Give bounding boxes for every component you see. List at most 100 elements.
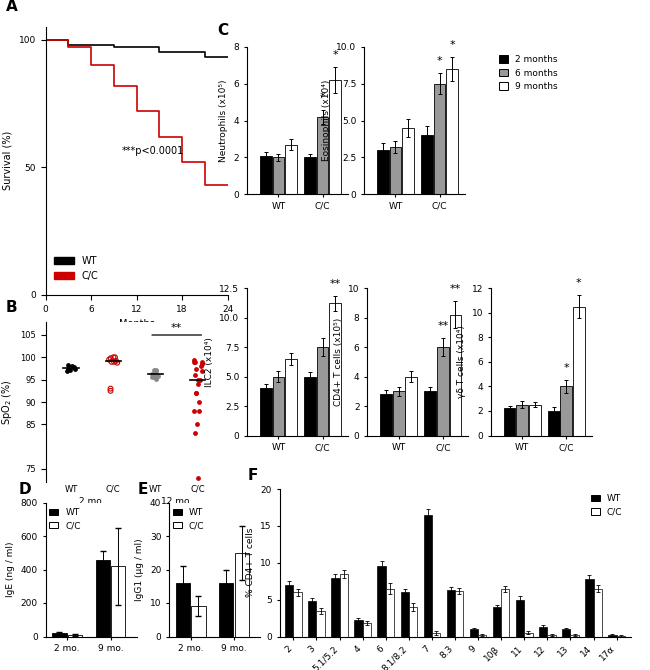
Bar: [354, 620, 363, 636]
Y-axis label: Survival (%): Survival (%): [3, 131, 13, 190]
Text: **: **: [330, 279, 341, 289]
Point: [193, 375, 203, 385]
Bar: [332, 578, 339, 636]
Point: [189, 354, 200, 365]
Point: [194, 405, 205, 416]
Point: [194, 397, 205, 407]
Point: [63, 360, 73, 371]
Point: [146, 372, 157, 383]
Y-axis label: γδ T cells (x10⁴): γδ T cells (x10⁴): [457, 326, 466, 398]
Point: [189, 428, 200, 439]
Bar: [385, 589, 394, 636]
Legend: WT, C/C: WT, C/C: [46, 505, 84, 534]
Bar: [52, 633, 66, 636]
Bar: [111, 566, 125, 636]
Bar: [219, 583, 233, 636]
Bar: [421, 135, 433, 194]
Bar: [470, 629, 478, 636]
Point: [196, 358, 207, 369]
Bar: [547, 635, 556, 636]
Y-axis label: IgE (ng / ml): IgE (ng / ml): [6, 542, 15, 597]
Bar: [437, 347, 448, 436]
Point: [105, 383, 116, 394]
Bar: [571, 635, 578, 636]
Bar: [432, 632, 440, 636]
X-axis label: Months: Months: [118, 319, 155, 329]
Bar: [285, 359, 297, 436]
Bar: [493, 607, 501, 636]
Point: [150, 366, 161, 377]
Bar: [434, 84, 445, 194]
Bar: [308, 601, 317, 636]
Legend: WT, C/C: WT, C/C: [587, 490, 626, 521]
Point: [109, 356, 120, 367]
Text: *: *: [437, 56, 443, 66]
Point: [189, 405, 200, 416]
Bar: [363, 623, 371, 636]
Text: A: A: [5, 0, 17, 13]
Legend: 2 months, 6 months, 9 months: 2 months, 6 months, 9 months: [495, 52, 562, 94]
Bar: [68, 635, 82, 636]
Bar: [260, 389, 272, 436]
Point: [62, 365, 72, 376]
Bar: [424, 391, 436, 436]
Text: C/C: C/C: [106, 484, 120, 494]
Text: WT: WT: [64, 484, 77, 494]
Text: 12 mo.: 12 mo.: [161, 496, 192, 506]
Text: B: B: [5, 300, 17, 315]
Text: F: F: [248, 468, 258, 483]
Point: [149, 372, 159, 383]
Text: *: *: [332, 50, 338, 60]
Bar: [560, 387, 572, 436]
Bar: [380, 394, 392, 436]
Text: C: C: [217, 23, 228, 38]
Point: [111, 356, 122, 366]
Bar: [339, 574, 348, 636]
Text: D: D: [18, 482, 31, 497]
Bar: [501, 589, 510, 636]
Bar: [409, 607, 417, 636]
Point: [191, 388, 202, 399]
Bar: [402, 128, 414, 194]
Point: [149, 368, 159, 379]
Y-axis label: CD4+ T cells (x10⁵): CD4+ T cells (x10⁵): [333, 318, 343, 406]
Legend: WT, C/C: WT, C/C: [50, 252, 102, 285]
Text: **: **: [171, 323, 183, 333]
Text: ***p<0.0001: ***p<0.0001: [122, 147, 183, 156]
Bar: [260, 155, 272, 194]
Point: [192, 472, 203, 483]
Bar: [548, 411, 560, 436]
Point: [109, 352, 119, 362]
Point: [153, 371, 163, 381]
Point: [193, 379, 203, 389]
Text: *: *: [564, 363, 569, 373]
Bar: [504, 409, 515, 436]
Point: [64, 364, 75, 375]
Point: [151, 365, 162, 376]
Bar: [447, 590, 455, 636]
Text: WT: WT: [149, 484, 162, 494]
Bar: [96, 560, 110, 636]
Y-axis label: % CD4+ T cells: % CD4+ T cells: [246, 528, 255, 598]
Point: [63, 363, 73, 374]
Legend: WT, C/C: WT, C/C: [169, 505, 208, 534]
Point: [66, 361, 77, 372]
Y-axis label: Eosinophils (x10⁴): Eosinophils (x10⁴): [322, 80, 331, 161]
Point: [70, 363, 80, 374]
Text: E: E: [137, 482, 148, 497]
Point: [151, 365, 162, 376]
Point: [112, 357, 122, 368]
Bar: [377, 150, 389, 194]
Bar: [539, 627, 547, 636]
Point: [104, 354, 114, 365]
Bar: [191, 606, 205, 636]
Bar: [272, 157, 284, 194]
Bar: [330, 80, 341, 194]
Bar: [478, 635, 486, 636]
Bar: [516, 405, 528, 436]
Bar: [593, 589, 602, 636]
Text: *: *: [449, 40, 455, 50]
Bar: [562, 629, 571, 636]
Bar: [585, 579, 593, 636]
Point: [151, 370, 162, 381]
